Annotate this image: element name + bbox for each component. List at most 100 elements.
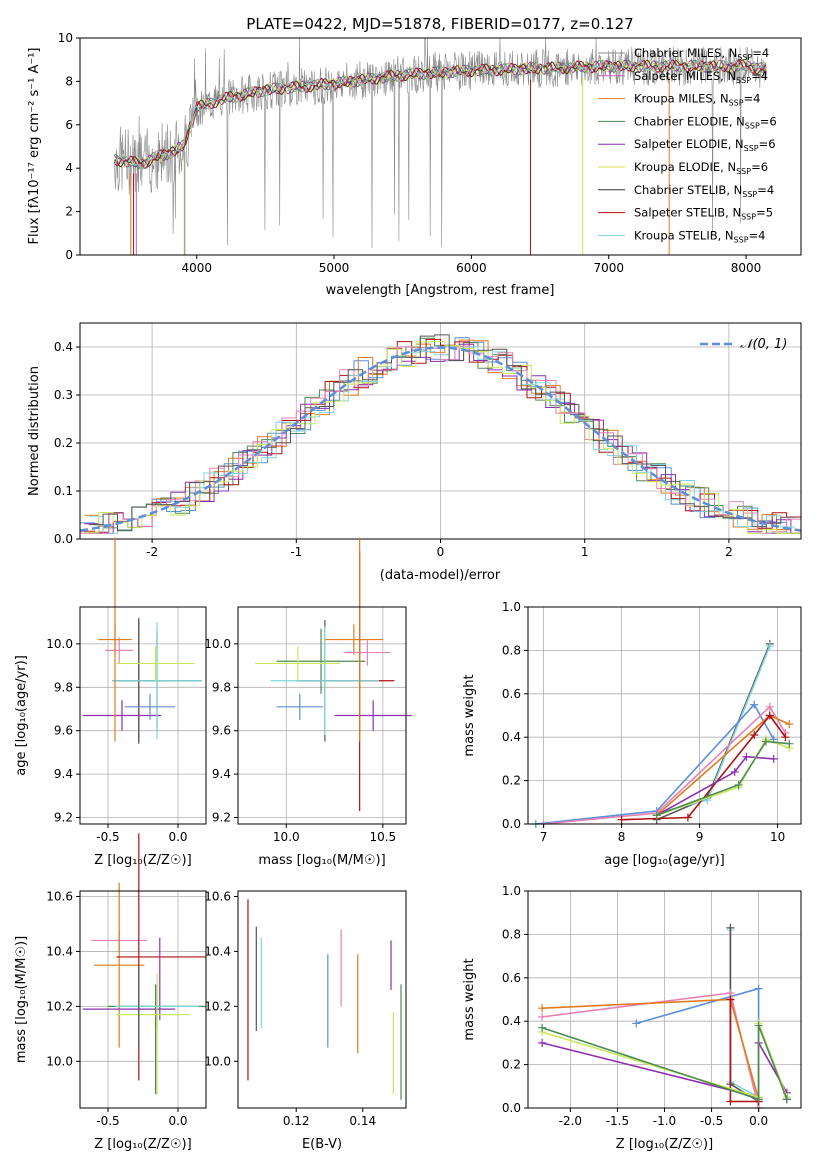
residual-histogram-series: [84, 341, 801, 534]
3-ytick-label: 9.8: [212, 680, 231, 694]
4-ytick-label: 0.4: [502, 730, 521, 744]
7-ytick-label: 0.4: [502, 1014, 521, 1028]
0-xtick-label: 8000: [731, 261, 762, 275]
6-ytick-label: 10.2: [204, 999, 231, 1013]
3-ytick-label: 9.6: [212, 724, 231, 738]
mass-Z-xlabel: Z [log₁₀(Z/Z☉)]: [94, 1137, 191, 1152]
residuals-xlabel: (data-model)/error: [380, 568, 501, 583]
mass-weight-marker: [730, 767, 739, 776]
7-ytick-label: 0.8: [502, 927, 521, 941]
spectrum-legend-label: Chabrier ELODIE, NSSP=6: [634, 114, 777, 130]
mass-weight-marker: [781, 733, 790, 742]
4-ytick-label: 0.6: [502, 687, 521, 701]
7-ytick-label: 0.2: [502, 1058, 521, 1072]
mass-weight-marker: [538, 1038, 547, 1047]
1-ytick-label: 0.4: [54, 340, 73, 354]
residual-histogram-series: [88, 345, 796, 534]
1-xtick-label: -1: [290, 545, 302, 559]
mass-weight-marker: [785, 739, 794, 748]
weight-Z-panel: -2.0 -1.5 -1.0 -0.5 0.0 0.0 0.2 0.4 0.6 0.8 1.0 Z […: [462, 884, 802, 1152]
2-ytick-label: 9.4: [54, 767, 73, 781]
4-ytick-label: 0.2: [502, 774, 521, 788]
0-ytick-label: 6: [65, 118, 73, 132]
7-xtick-label: -1.0: [653, 1114, 676, 1128]
mass-weight-marker: [726, 1097, 735, 1106]
7-ytick-label: 0.6: [502, 971, 521, 985]
mass-weight-line: [729, 930, 760, 1108]
residual-histogram-series: [80, 345, 801, 534]
0-ytick-label: 0: [65, 248, 73, 262]
1-ytick-label: 0.3: [54, 388, 73, 402]
spectrum-series-line: [113, 59, 767, 169]
spectrum-lines: [113, 37, 767, 255]
mass-ebv-marks: [247, 899, 402, 1100]
mass-weight-marker: [754, 1021, 763, 1030]
mass-weight-marker: [765, 702, 774, 711]
mass-Z-axes: [79, 890, 207, 1109]
mass-weight-line: [541, 1025, 788, 1101]
mass-weight-marker: [726, 995, 735, 1004]
3-ytick-label: 9.4: [212, 767, 231, 781]
4-xtick-label: 8: [618, 830, 626, 844]
3-xtick-label: 10.5: [369, 830, 396, 844]
weight-age-axes: [527, 606, 802, 825]
1-ytick-label: 0.2: [54, 436, 73, 450]
spectrum-legend-label: Salpeter MILES, NSSP=4: [634, 69, 768, 85]
0-ytick-label: 4: [65, 161, 73, 175]
mass-weight-marker: [734, 780, 743, 789]
residual-histogram-series: [84, 343, 801, 534]
figure-title: PLATE=0422, MJD=51878, FIBERID=0177, z=0…: [246, 15, 633, 33]
0-xtick-label: 6000: [456, 261, 487, 275]
mass-ebv-axes: [237, 890, 407, 1109]
6-ytick-label: 10.4: [204, 944, 231, 958]
1-ytick-label: 0.0: [54, 532, 73, 546]
mass-weight-marker: [761, 737, 770, 746]
5-ytick-label: 10.4: [46, 944, 73, 958]
spectrum-series-line: [113, 59, 766, 171]
mass-weight-marker: [538, 1023, 547, 1032]
mass-weight-line: [621, 714, 787, 821]
2-ytick-label: 9.8: [54, 680, 73, 694]
4-xtick-label: 9: [696, 830, 704, 844]
weight-age-ylabel: mass weight: [462, 674, 477, 756]
4-ytick-label: 1.0: [502, 600, 521, 614]
mass-weight-marker: [538, 1004, 547, 1013]
spectrum-panel: 4000 5000 6000 7000 8000 0 2 4 6 8 10 Chabrier MIL…: [27, 31, 802, 298]
age-Z-xlabel: Z [log₁₀(Z/Z☉)]: [94, 853, 191, 868]
0-xtick-label: 7000: [593, 261, 624, 275]
1-xtick-label: -2: [146, 545, 158, 559]
spectrum-axes: [79, 37, 802, 256]
7-xtick-label: -0.5: [700, 1114, 723, 1128]
mass-weight-marker: [754, 984, 763, 993]
7-xtick-label: -1.5: [606, 1114, 629, 1128]
7-xtick-label: -2.0: [559, 1114, 582, 1128]
4-ytick-label: 0.8: [502, 643, 521, 657]
age-Z-panel: -0.5 0.0 9.2 9.4 9.6 9.8 10.0 Z [log₁₀(Z/Z☉)] ag…: [14, 537, 207, 868]
7-ytick-label: 0.0: [502, 1101, 521, 1115]
weight-Z-ylabel: mass weight: [462, 958, 477, 1040]
0-ytick-label: 2: [65, 205, 73, 219]
mass-weight-marker: [769, 754, 778, 763]
0-ytick-label: 10: [58, 31, 73, 45]
0-ytick-label: 8: [65, 74, 73, 88]
mass-weight-marker: [765, 642, 774, 651]
7-xtick-label: 0.0: [749, 1114, 768, 1128]
age-Z-ylabel: age [log₁₀(age/yr)]: [14, 655, 29, 776]
age-Z-marks: [82, 537, 202, 744]
gaussian-legend-label: 𝒩(0, 1): [740, 337, 787, 352]
5-ytick-label: 10.2: [46, 999, 73, 1013]
0-xtick-label: 5000: [319, 261, 350, 275]
mass-weight-marker: [632, 1019, 641, 1028]
6-xtick-label: 0.12: [283, 1114, 310, 1128]
spectrum-legend-label: Kroupa ELODIE, NSSP=6: [634, 160, 768, 176]
mass-Z-panel: -0.5 0.0 10.0 10.2 10.4 10.6 Z [log₁₀(Z/Z☉)] ma…: [14, 833, 207, 1152]
spectrum-legend-label: Salpeter STELIB, NSSP=5: [634, 206, 773, 222]
mass-weight-line: [656, 740, 790, 817]
mass-weight-line: [636, 987, 760, 1098]
2-ytick-label: 9.6: [54, 724, 73, 738]
4-xtick-label: 10: [770, 830, 785, 844]
weight-Z-marks: [538, 923, 791, 1112]
6-ytick-label: 10.0: [204, 1054, 231, 1068]
spectrum-legend: Chabrier MILES, NSSP=4 Salpeter MILES, NS…: [598, 46, 777, 244]
1-xtick-label: 2: [725, 545, 733, 559]
